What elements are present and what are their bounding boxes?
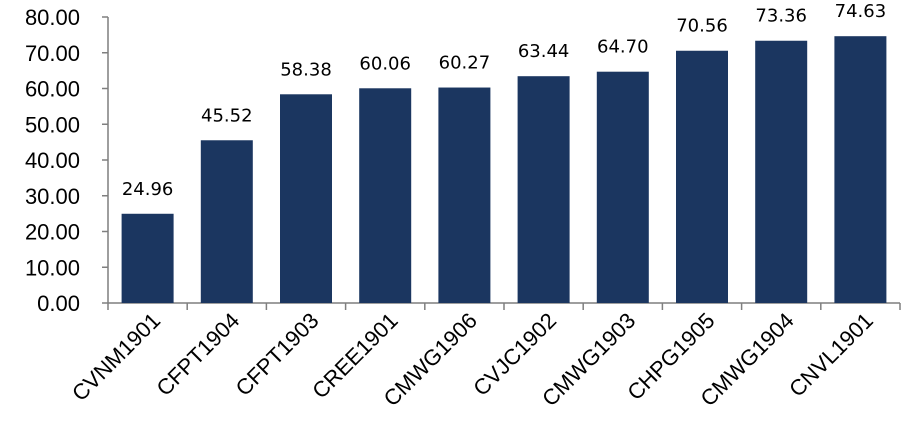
data-label: 70.56 bbox=[676, 16, 728, 37]
x-tick-label: CNVL1901 bbox=[784, 308, 878, 402]
data-label: 63.44 bbox=[518, 41, 570, 62]
data-label: 73.36 bbox=[755, 6, 807, 27]
bar bbox=[280, 94, 332, 303]
y-tick-label: 70.00 bbox=[25, 41, 80, 66]
x-tick-labels-group: CVNM1901CFPT1904CFPT1903CREE1901CMWG1906… bbox=[67, 308, 878, 411]
bar bbox=[517, 76, 570, 304]
y-tick-label: 50.00 bbox=[25, 112, 80, 137]
bar bbox=[200, 140, 253, 303]
bar bbox=[755, 40, 808, 303]
data-label: 24.96 bbox=[122, 179, 174, 200]
y-tick-label: 80.00 bbox=[25, 5, 80, 30]
bar bbox=[676, 50, 728, 303]
y-tick-label: 10.00 bbox=[25, 255, 80, 280]
bar bbox=[834, 36, 887, 303]
data-label: 45.52 bbox=[201, 105, 253, 126]
y-tick-label: 20.00 bbox=[25, 220, 80, 245]
x-tick-label: CFPT1904 bbox=[151, 308, 244, 401]
bar bbox=[359, 88, 412, 304]
y-tick-label: 0.00 bbox=[37, 291, 80, 316]
value-labels-group: 24.96 45.52 58.38 60.06 60.27 63.44 64.70 70.56… bbox=[122, 1, 886, 200]
data-label: 60.06 bbox=[359, 53, 411, 74]
data-label: 60.27 bbox=[439, 53, 491, 74]
x-tick-label: CVNM1901 bbox=[67, 308, 165, 406]
y-axis: 0.00 10.00 20.00 30.00 40.00 50.00 60.00 70.00 8… bbox=[25, 5, 109, 316]
bar bbox=[438, 87, 491, 303]
data-label: 74.63 bbox=[835, 1, 887, 22]
y-tick-label: 40.00 bbox=[25, 148, 80, 173]
bars-group bbox=[121, 36, 887, 304]
data-label: 58.38 bbox=[280, 59, 332, 80]
data-label: 64.70 bbox=[597, 37, 649, 58]
y-tick-label: 60.00 bbox=[25, 77, 80, 102]
bar bbox=[596, 71, 649, 303]
bar bbox=[121, 213, 174, 303]
y-tick-label: 30.00 bbox=[25, 184, 80, 209]
